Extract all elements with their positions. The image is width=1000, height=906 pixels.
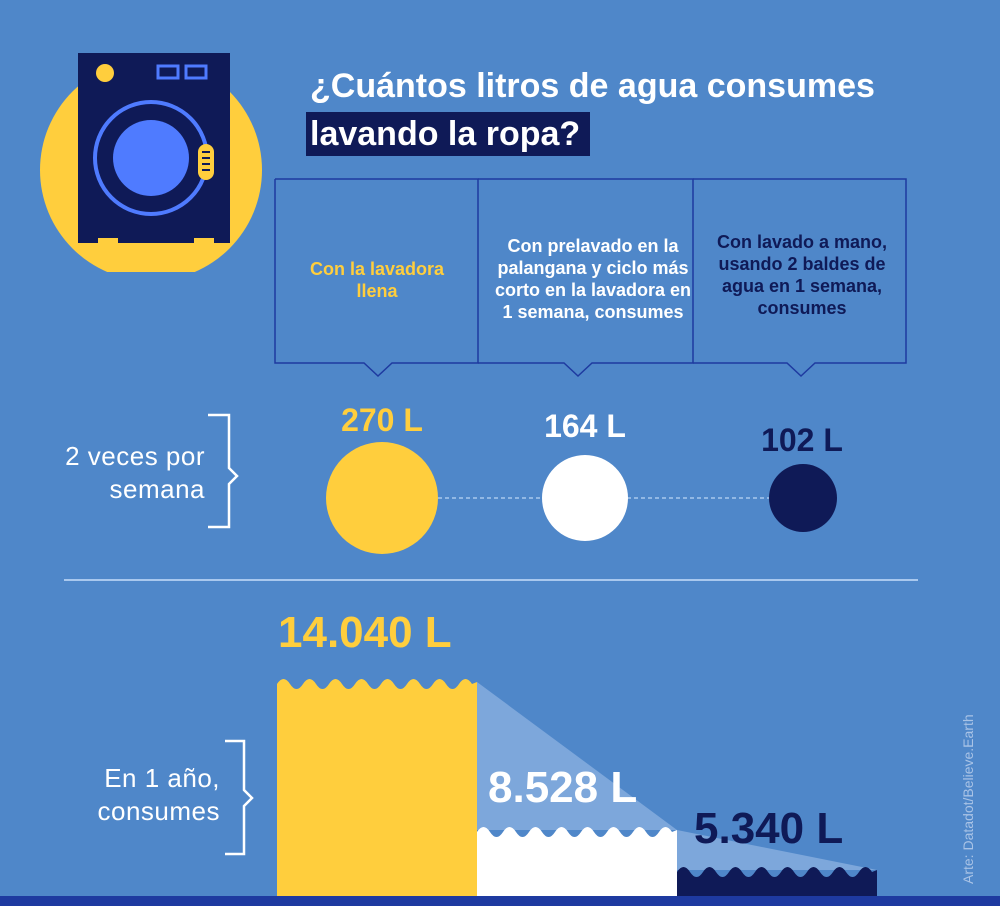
baseline-strip [0,896,1000,906]
yearly-bar-prewash [477,827,677,906]
perspective-shadow-1 [477,682,677,830]
weekly-circles [326,442,837,554]
column-label-prewash: Con prelavado en la palangana y ciclo má… [494,236,692,322]
yearly-value-prewash: 8.528 L [488,763,638,812]
yearly-value-full-load: 14.040 L [278,608,452,657]
column-label-full-load: Con la lavadora llena [309,259,445,301]
yearly-bar-full-load [277,679,477,906]
weekly-row-label: 2 veces por semana [65,441,205,504]
section-divider [64,579,918,581]
title-line1: ¿Cuántos litros de agua consumes [310,67,875,105]
weekly-value-prewash: 164 L [544,408,626,444]
perspective-shadow-2 [677,830,877,870]
weekly-bracket [208,413,239,529]
yearly-row-label: En 1 año, consumes [97,763,220,826]
washing-machine-icon [40,53,262,272]
weekly-circle-prewash [542,455,628,541]
yearly-value-hand-wash: 5.340 L [694,804,844,853]
credit-text: Arte: Datadot/Believe.Earth [960,714,976,884]
weekly-circle-full-load [326,442,438,554]
column-header-boxes [274,178,907,378]
page-title: ¿Cuántos litros de agua consumes lavando… [306,62,875,158]
yearly-bracket [225,739,254,856]
weekly-value-full-load: 270 L [341,402,423,438]
weekly-value-hand-wash: 102 L [761,422,843,458]
title-line2: lavando la ropa? [306,112,591,156]
column-label-hand-wash: Con lavado a mano, usando 2 baldes de ag… [716,232,888,318]
weekly-circle-hand-wash [769,464,837,532]
yearly-bars [0,679,1000,906]
